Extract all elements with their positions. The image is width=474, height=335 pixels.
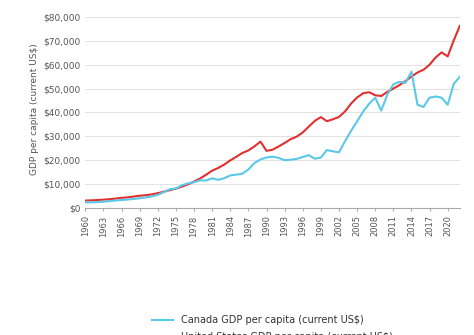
Line: United States GDP per capita (current US$): United States GDP per capita (current US… [85,26,460,201]
Canada GDP per capita (current US$) [348,129,354,133]
Canada GDP per capita (current US$) [409,70,414,74]
Canada GDP per capita (current US$) [82,200,88,204]
Canada GDP per capita (current US$) [451,82,456,86]
Canada GDP per capita (current US$) [203,179,209,183]
Canada GDP per capita (current US$) [276,156,282,160]
Canada GDP per capita (current US$) [191,180,197,184]
United States GDP per capita (current US$) [197,177,203,181]
Canada GDP per capita (current US$) [89,200,94,204]
Canada GDP per capita (current US$) [457,75,463,79]
United States GDP per capita (current US$) [342,110,348,114]
United States GDP per capita (current US$) [457,24,463,28]
United States GDP per capita (current US$) [185,182,191,186]
United States GDP per capita (current US$) [451,39,456,43]
Legend: Canada GDP per capita (current US$), United States GDP per capita (current US$): Canada GDP per capita (current US$), Uni… [152,315,393,335]
United States GDP per capita (current US$) [82,199,88,203]
Line: Canada GDP per capita (current US$): Canada GDP per capita (current US$) [85,72,460,202]
United States GDP per capita (current US$) [270,148,275,152]
United States GDP per capita (current US$) [258,140,264,144]
Canada GDP per capita (current US$) [264,155,269,159]
Y-axis label: GDP per capita (current US$): GDP per capita (current US$) [30,43,39,175]
